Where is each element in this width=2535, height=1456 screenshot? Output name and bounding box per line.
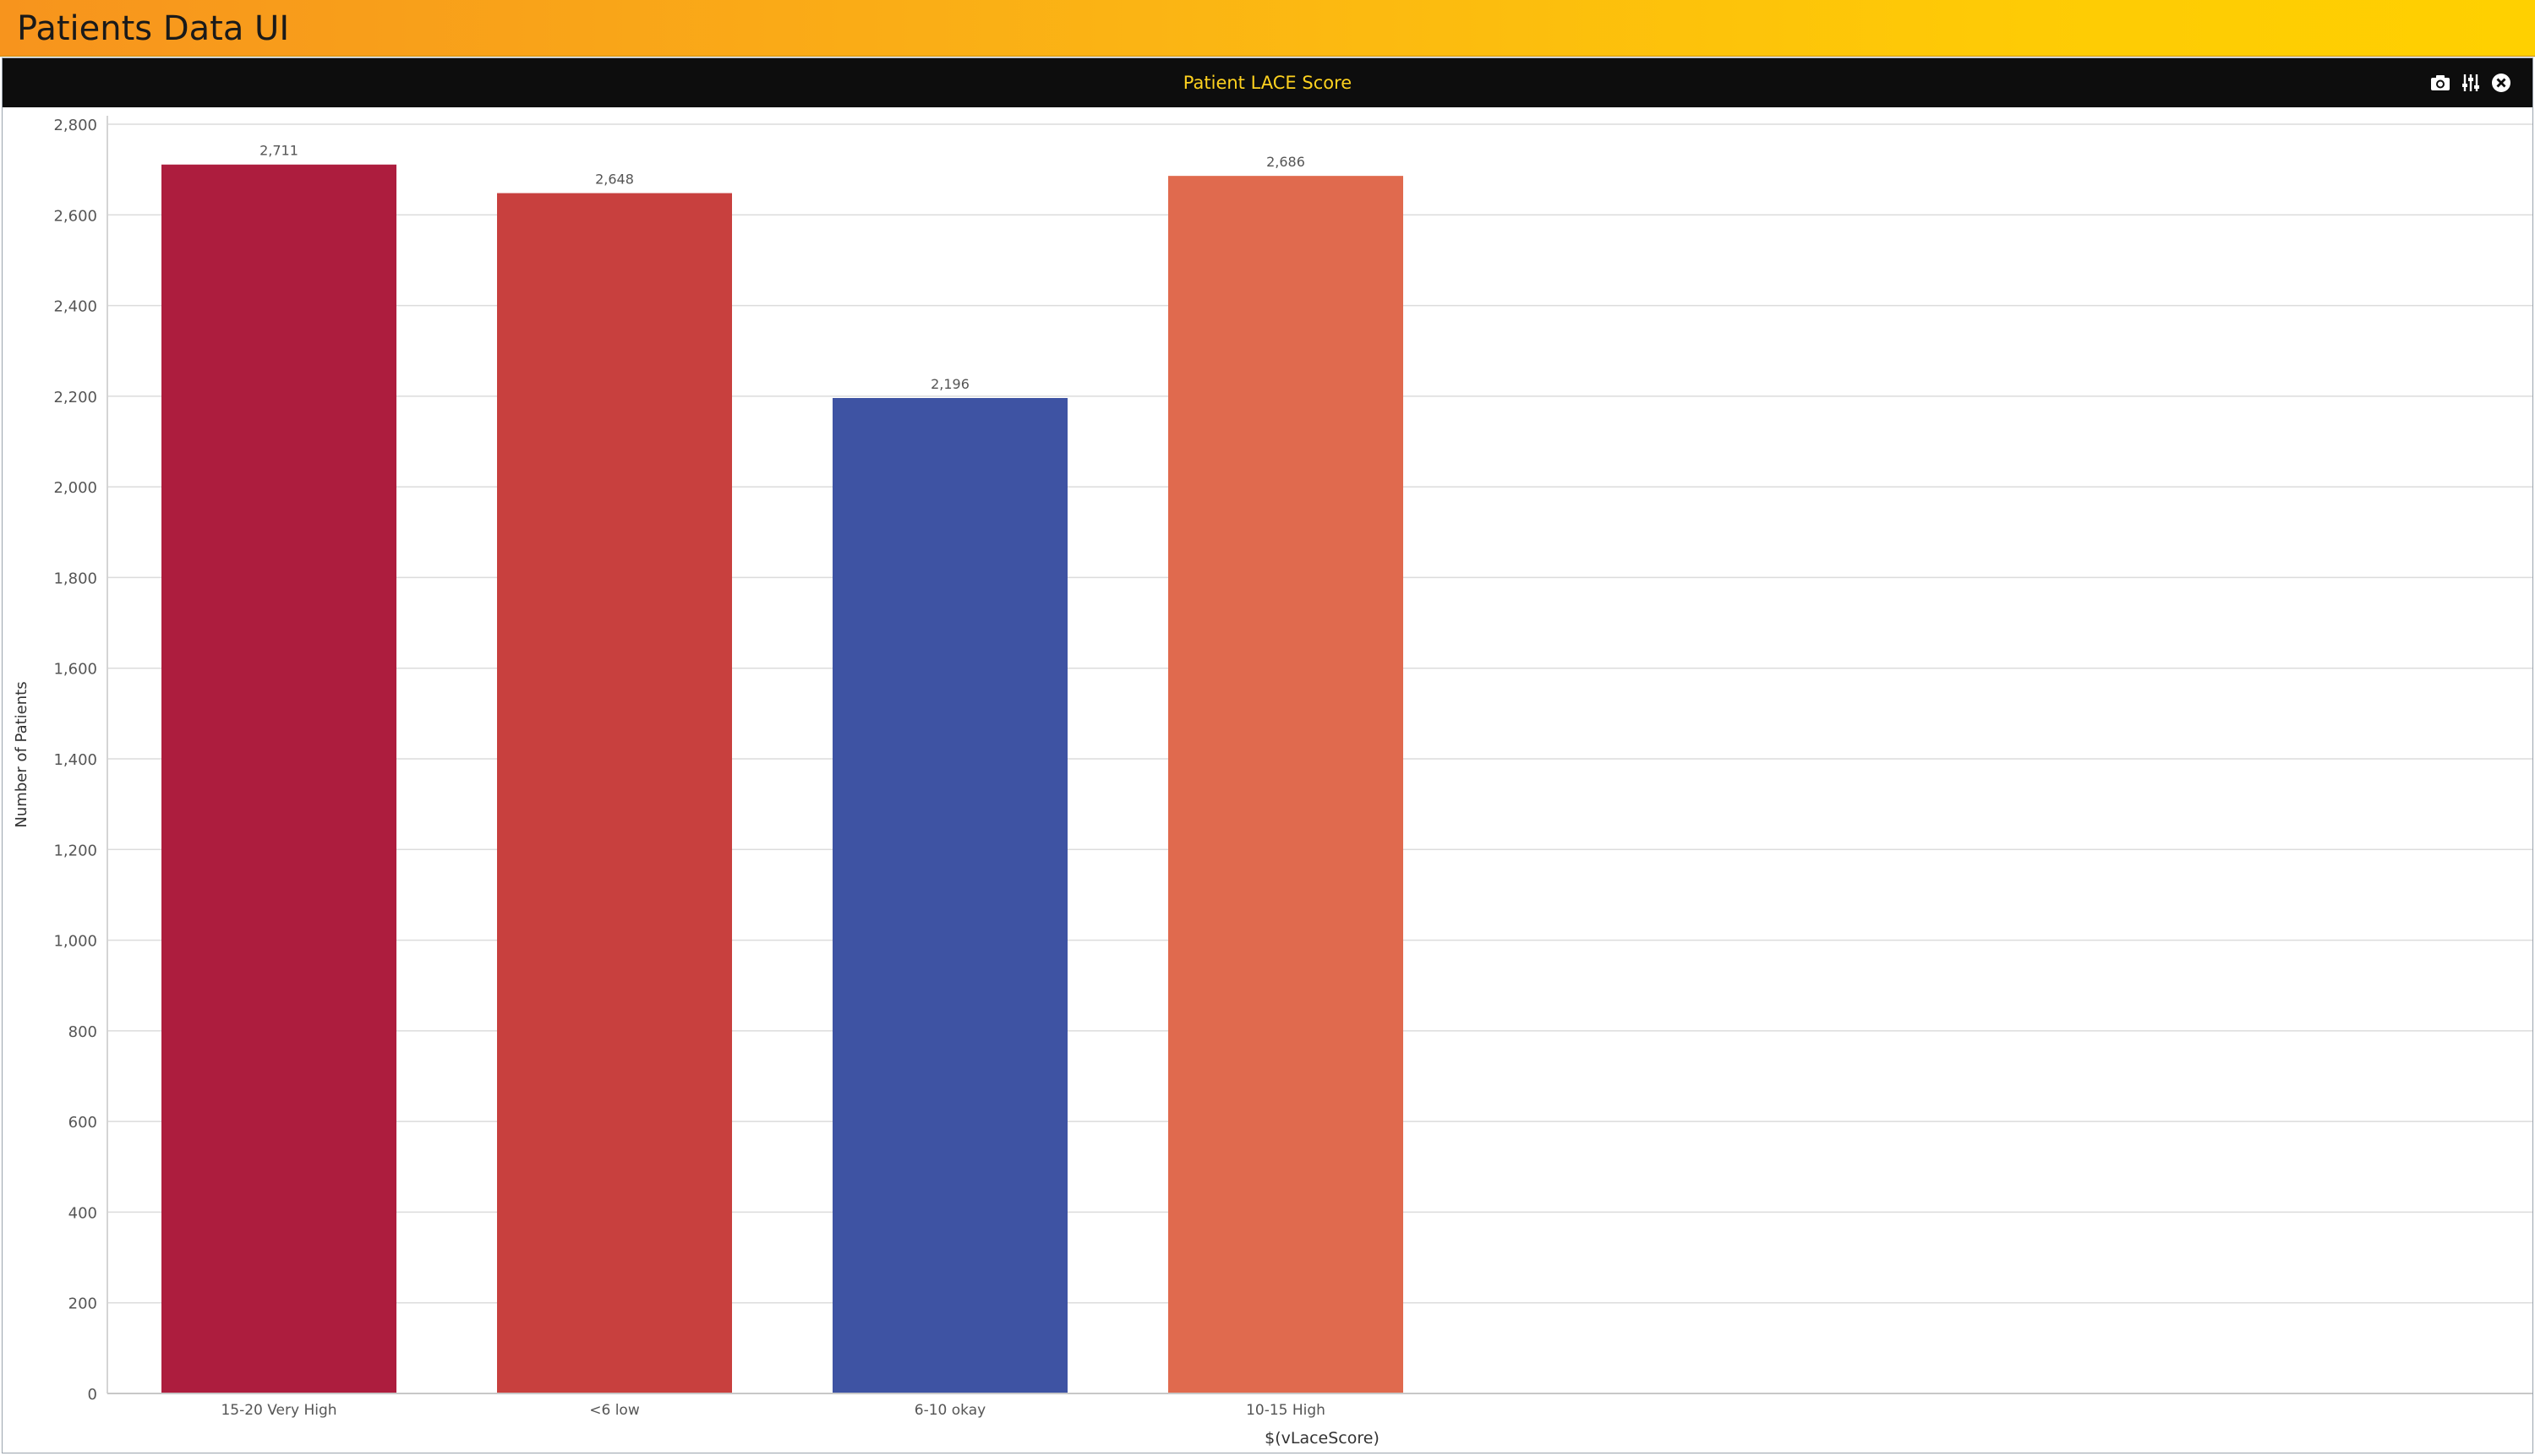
y-tick-label: 600 (68, 1114, 97, 1132)
chart-panel: Patient LACE Score (2, 57, 2533, 1453)
y-tick-label: 1,600 (53, 661, 97, 679)
y-tick-label: 2,200 (53, 389, 97, 406)
bar[interactable] (833, 398, 1068, 1393)
bar[interactable] (497, 193, 732, 1394)
camera-icon (2431, 75, 2450, 90)
y-axis-ticks: 0 200 400 600 800 1,000 1,200 1,400 1,600 1,800 2,… (53, 117, 97, 1404)
y-axis-label: Number of Patients (13, 681, 30, 827)
x-axis-label: $(vLaceScore) (1265, 1429, 1379, 1448)
y-tick-label: 1,200 (53, 842, 97, 859)
y-tick-label: 0 (88, 1386, 97, 1404)
bar[interactable] (1168, 176, 1403, 1394)
x-tick-label: 15-20 Very High (221, 1402, 336, 1419)
close-button[interactable] (2490, 72, 2512, 94)
snapshot-button[interactable] (2429, 72, 2451, 94)
panel-toolbar (2429, 71, 2512, 95)
y-tick-label: 1,800 (53, 570, 97, 587)
y-tick-label: 400 (68, 1204, 97, 1222)
bar-value-label: 2,686 (1266, 154, 1305, 170)
x-tick-label: 6-10 okay (915, 1402, 986, 1419)
y-tick-label: 800 (68, 1023, 97, 1041)
sliders-icon (2462, 74, 2479, 91)
y-tick-label: 1,000 (53, 933, 97, 951)
app-header: Patients Data UI (0, 0, 2535, 57)
y-tick-label: 1,400 (53, 751, 97, 769)
chart-area: 0 200 400 600 800 1,000 1,200 1,400 1,600 1,800 2,… (3, 107, 2532, 1453)
panel-title: Patient LACE Score (1183, 73, 1352, 93)
x-tick-label: 10-15 High (1246, 1402, 1325, 1419)
bar-value-label: 2,711 (260, 143, 298, 159)
y-tick-label: 2,400 (53, 298, 97, 316)
bar-value-label: 2,648 (595, 172, 634, 188)
y-tick-label: 2,000 (53, 479, 97, 497)
x-tick-label: <6 low (589, 1402, 640, 1419)
bar-value-label: 2,196 (931, 376, 970, 392)
close-icon (2492, 74, 2510, 92)
settings-button[interactable] (2460, 72, 2482, 94)
bar[interactable] (161, 164, 396, 1393)
app-title: Patients Data UI (17, 9, 290, 48)
y-tick-label: 2,600 (53, 207, 97, 225)
bars: 2,711 2,648 2,196 2,686 (161, 143, 1403, 1394)
y-tick-label: 2,800 (53, 117, 97, 134)
y-tick-label: 200 (68, 1295, 97, 1313)
x-axis-ticks: 15-20 Very High <6 low 6-10 okay 10-15 High (221, 1402, 1325, 1419)
bar-chart: 0 200 400 600 800 1,000 1,200 1,400 1,600 1,800 2,… (13, 116, 2532, 1448)
panel-titlebar: Patient LACE Score (3, 58, 2532, 107)
